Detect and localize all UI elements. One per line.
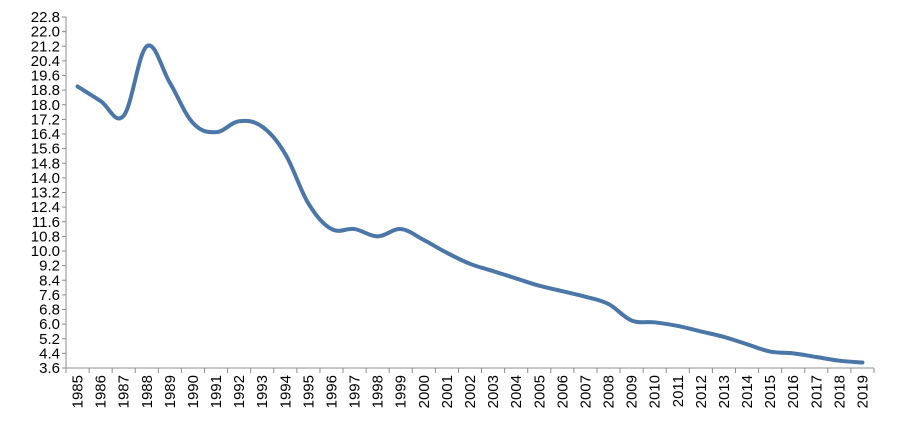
y-tick-label: 4.4 xyxy=(39,345,60,362)
x-tick-label: 2004 xyxy=(508,375,525,408)
x-tick-label: 1986 xyxy=(93,375,110,408)
x-tick-label: 2014 xyxy=(739,375,756,408)
y-tick-label: 22.0 xyxy=(31,24,60,41)
x-tick-label: 2003 xyxy=(485,375,502,408)
y-tick-label: 13.2 xyxy=(31,185,60,202)
x-tick-label: 1997 xyxy=(347,375,364,408)
x-tick-label: 2013 xyxy=(716,375,733,408)
x-tick-label: 1988 xyxy=(139,375,156,408)
y-tick-label: 6.0 xyxy=(39,316,60,333)
y-tick-label: 17.2 xyxy=(31,111,60,128)
x-tick-label: 2017 xyxy=(808,375,825,408)
y-tick-label: 18.8 xyxy=(31,82,60,99)
x-tick-label: 1990 xyxy=(185,375,202,408)
x-tick-label: 1985 xyxy=(70,375,87,408)
x-tick-label: 1993 xyxy=(254,375,271,408)
x-tick-label: 2008 xyxy=(601,375,618,408)
y-tick-label: 3.6 xyxy=(39,360,60,377)
y-tick-label: 15.6 xyxy=(31,141,60,158)
x-tick-label: 2000 xyxy=(416,375,433,408)
x-tick-label: 2010 xyxy=(647,375,664,408)
x-tick-label: 2011 xyxy=(670,375,687,407)
x-tick-label: 2019 xyxy=(854,375,871,408)
x-tick-label: 2009 xyxy=(624,375,641,408)
x-tick-label: 1999 xyxy=(393,375,410,408)
x-axis-ticks: 1985 1986 1987 1988 1989 1990 1991 1992 1993 1994… xyxy=(65,368,875,408)
y-tick-label: 14.8 xyxy=(31,155,60,172)
x-tick-label: 2012 xyxy=(693,375,710,408)
y-tick-label: 18.0 xyxy=(31,97,60,114)
x-tick-label: 1991 xyxy=(208,375,225,408)
y-tick-label: 7.6 xyxy=(39,287,60,304)
y-tick-label: 22.8 xyxy=(31,9,60,26)
x-tick-label: 1992 xyxy=(231,375,248,408)
x-tick-label: 2006 xyxy=(554,375,571,408)
y-tick-label: 9.2 xyxy=(39,258,60,275)
x-tick-label: 2002 xyxy=(462,375,479,408)
x-tick-label: 1995 xyxy=(300,375,317,408)
x-tick-label: 2018 xyxy=(831,375,848,408)
y-tick-label: 19.6 xyxy=(31,68,60,85)
y-tick-label: 21.2 xyxy=(31,38,60,55)
x-tick-label: 2007 xyxy=(577,375,594,408)
y-tick-label: 5.2 xyxy=(39,331,60,348)
y-tick-label: 8.4 xyxy=(39,272,60,289)
x-tick-label: 1996 xyxy=(323,375,340,408)
y-tick-label: 12.4 xyxy=(31,199,60,216)
x-tick-label: 2015 xyxy=(762,375,779,408)
y-tick-label: 10.0 xyxy=(31,243,60,260)
y-tick-label: 10.8 xyxy=(31,228,60,245)
y-tick-label: 16.4 xyxy=(31,126,60,143)
x-tick-label: 2005 xyxy=(531,375,548,408)
x-tick-label: 1998 xyxy=(370,375,387,408)
x-tick-label: 1989 xyxy=(162,375,179,408)
series-line xyxy=(75,43,865,365)
x-tick-label: 2016 xyxy=(785,375,802,408)
y-tick-label: 20.4 xyxy=(31,53,60,70)
y-tick-label: 6.8 xyxy=(39,302,60,319)
x-tick-label: 1994 xyxy=(277,375,294,408)
y-tick-label: 11.6 xyxy=(32,214,60,231)
x-tick-label: 1987 xyxy=(116,375,133,408)
y-tick-label: 14.0 xyxy=(31,170,60,187)
y-axis-ticks: 3.64.45.26.06.87.68.49.210.010.811.612.4… xyxy=(31,9,66,377)
x-tick-label: 2001 xyxy=(439,375,456,408)
